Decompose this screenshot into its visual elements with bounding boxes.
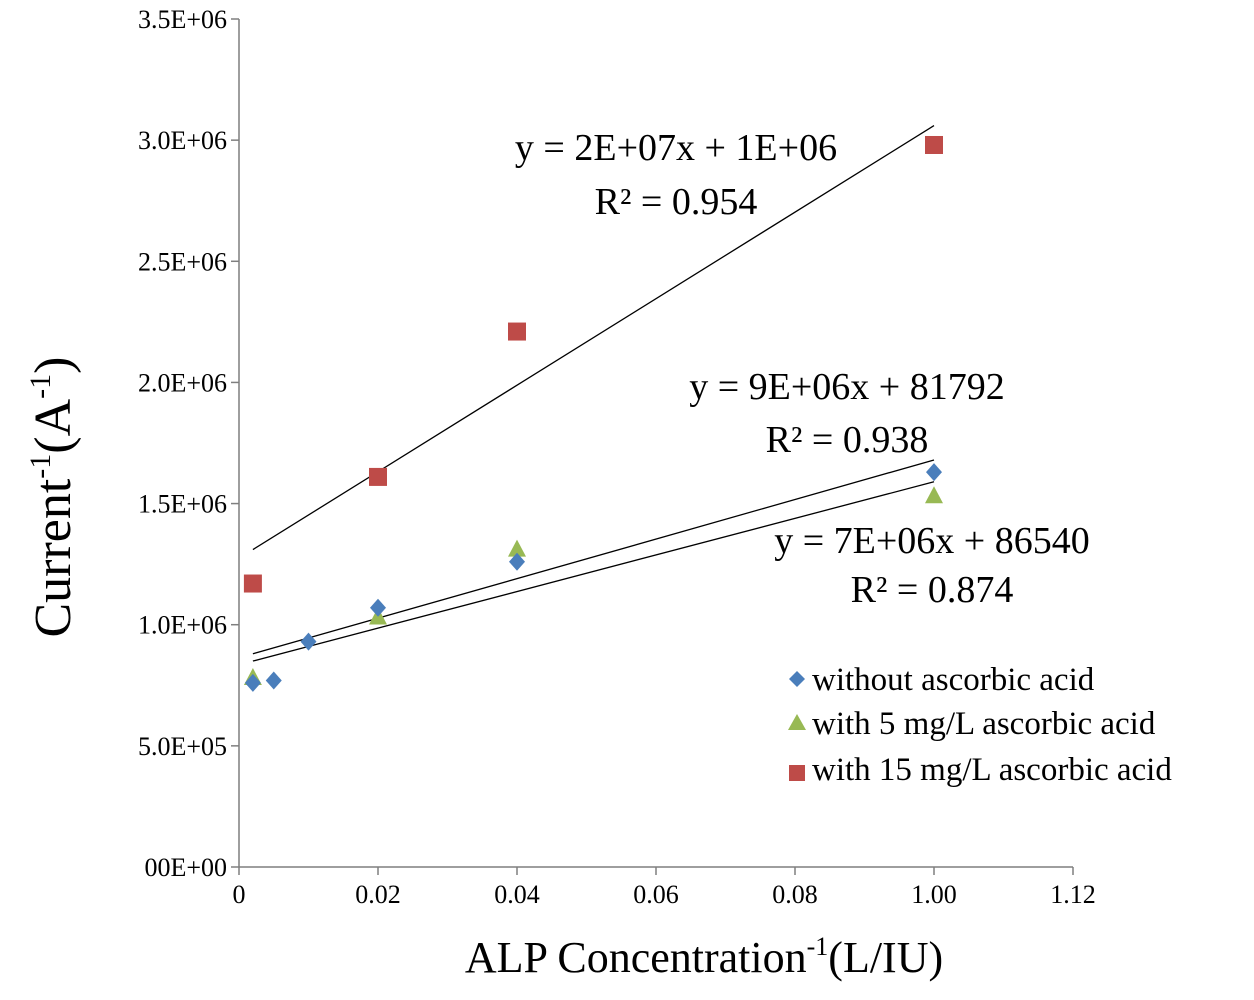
y-tick-label: 3.5E+06 — [138, 5, 227, 34]
point-without — [509, 552, 525, 571]
x-tick-label: 0.06 — [633, 880, 679, 909]
x-axis-title-sup: -1 — [807, 932, 829, 961]
y-tick-label: 1.0E+06 — [138, 611, 227, 640]
r2-5mg: R² = 0.874 — [851, 569, 1014, 611]
trendline-5mg — [252, 481, 935, 662]
equation-5mg: y = 7E+06x + 86540 — [774, 520, 1090, 562]
y-axis-title-sup: -1 — [24, 454, 57, 479]
point-without — [265, 671, 282, 690]
y-axis-title: Current-1(A-1) — [24, 356, 82, 637]
point-without — [926, 463, 942, 482]
y-tick-label: 2.0E+06 — [138, 368, 227, 397]
x-tick-label: 0 — [233, 880, 246, 909]
data-points — [243, 135, 943, 692]
legend-marker-5mg — [788, 714, 806, 730]
r2-without: R² = 0.938 — [766, 419, 929, 461]
point-15mg — [243, 574, 262, 593]
point-5mg — [925, 486, 943, 504]
equation-without: y = 9E+06x + 81792 — [689, 366, 1005, 408]
point-without — [244, 673, 261, 692]
trendline-without — [252, 459, 935, 655]
r2-15mg: R² = 0.954 — [595, 181, 758, 223]
trendlines — [252, 125, 935, 662]
point-15mg — [508, 322, 526, 341]
point-5mg — [508, 539, 526, 557]
point-15mg — [369, 467, 387, 486]
x-tick-label: 0.08 — [772, 880, 818, 909]
equation-15mg: y = 2E+07x + 1E+06 — [515, 127, 837, 169]
legend-marker-without — [789, 671, 805, 687]
x-axis-title: ALP Concentration-1(L/IU) — [465, 932, 943, 982]
x-tick-label: 0.02 — [355, 880, 401, 909]
y-tick-label: 00E+00 — [144, 853, 227, 882]
y-axis-title-main: Current — [25, 478, 82, 637]
trendline-15mg — [252, 125, 935, 551]
y-axis-title-unit: (A — [25, 398, 82, 453]
legend: without ascorbic acid with 5 mg/L ascorb… — [788, 662, 1172, 788]
y-axis-ticks: 00E+00 5.0E+05 1.0E+06 1.5E+06 2.0E+06 2.5E+0… — [138, 5, 239, 882]
legend-label-15mg: with 15 mg/L ascorbic acid — [812, 752, 1172, 788]
point-15mg — [925, 135, 943, 154]
y-axis-title-close: ) — [25, 356, 82, 373]
y-tick-label: 5.0E+05 — [138, 732, 227, 761]
legend-marker-15mg — [789, 765, 805, 781]
legend-label-without: without ascorbic acid — [812, 662, 1095, 698]
point-without — [370, 598, 386, 617]
y-tick-label: 2.5E+06 — [138, 247, 227, 276]
legend-label-5mg: with 5 mg/L ascorbic acid — [812, 706, 1156, 742]
y-tick-label: 1.5E+06 — [138, 490, 227, 519]
x-tick-label: 0.04 — [494, 880, 540, 909]
x-axis-title-main: ALP Concentration — [465, 933, 807, 982]
x-tick-label: 1.00 — [911, 880, 957, 909]
x-axis-ticks: 0 0.02 0.04 0.06 0.08 1.00 1.12 — [233, 867, 1096, 909]
point-without — [300, 632, 317, 651]
y-axis-title-unit-sup: -1 — [24, 374, 57, 399]
y-tick-label: 3.0E+06 — [138, 126, 227, 155]
x-axis-title-unit: (L/IU) — [828, 933, 943, 982]
x-tick-label: 1.12 — [1050, 880, 1096, 909]
